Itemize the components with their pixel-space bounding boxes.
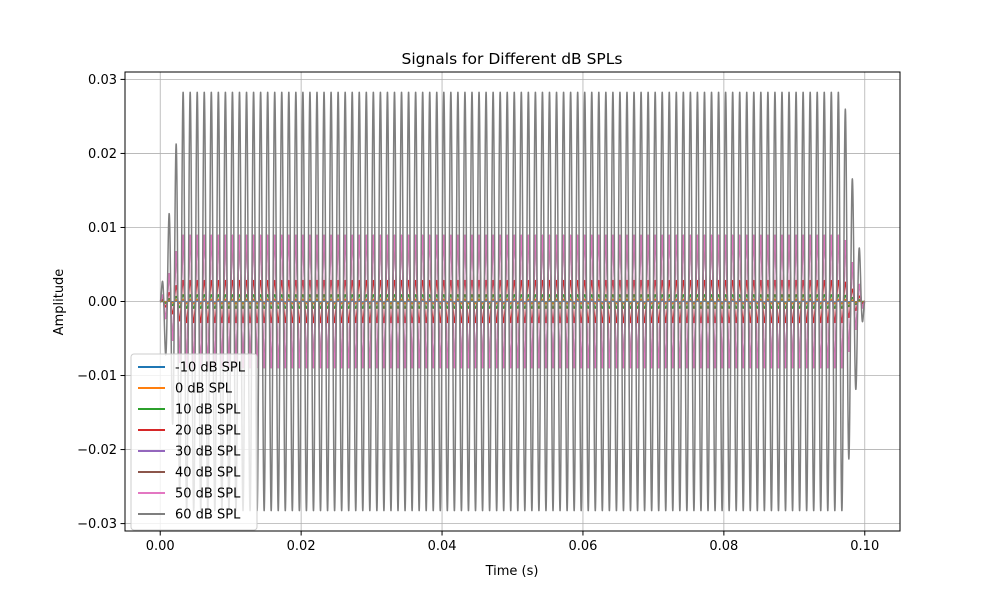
legend-label: 60 dB SPL [175, 508, 241, 523]
x-tick-label: 0.02 [287, 539, 316, 554]
y-tick-label: −0.02 [77, 443, 117, 458]
y-tick-label: 0.01 [88, 221, 117, 236]
chart-title: Signals for Different dB SPLs [401, 50, 622, 68]
series-line [159, 91, 866, 512]
x-axis-title: Time (s) [485, 564, 539, 579]
x-tick-label: 0.04 [428, 539, 457, 554]
legend-box [130, 353, 258, 531]
x-tick-label: 0.00 [146, 539, 175, 554]
legend-label: 50 dB SPL [175, 487, 241, 502]
y-tick-label: 0.03 [88, 73, 117, 88]
legend-label: 30 dB SPL [175, 445, 241, 460]
legend-label: 0 dB SPL [175, 382, 233, 397]
y-tick-label: 0.02 [88, 147, 117, 162]
x-tick-label: 0.08 [709, 539, 738, 554]
legend-label: 20 dB SPL [175, 424, 241, 439]
legend-label: 40 dB SPL [175, 466, 241, 481]
axis-ticks: 0.00 0.02 0.04 0.06 0.08 0.10 −0.03 −0.02 −0.01 0… [77, 73, 879, 554]
x-tick-label: 0.10 [850, 539, 879, 554]
legend: -10 dB SPL 0 dB SPL 10 dB SPL 20 dB SPL 30 d… [130, 353, 258, 531]
y-axis-title: Amplitude [52, 269, 67, 336]
y-tick-label: 0.00 [88, 295, 117, 310]
legend-label: -10 dB SPL [175, 361, 246, 376]
legend-label: 10 dB SPL [175, 403, 241, 418]
series-lines [159, 91, 866, 512]
x-tick-label: 0.06 [568, 539, 597, 554]
y-tick-label: −0.03 [77, 517, 117, 532]
y-tick-label: −0.01 [77, 369, 117, 384]
